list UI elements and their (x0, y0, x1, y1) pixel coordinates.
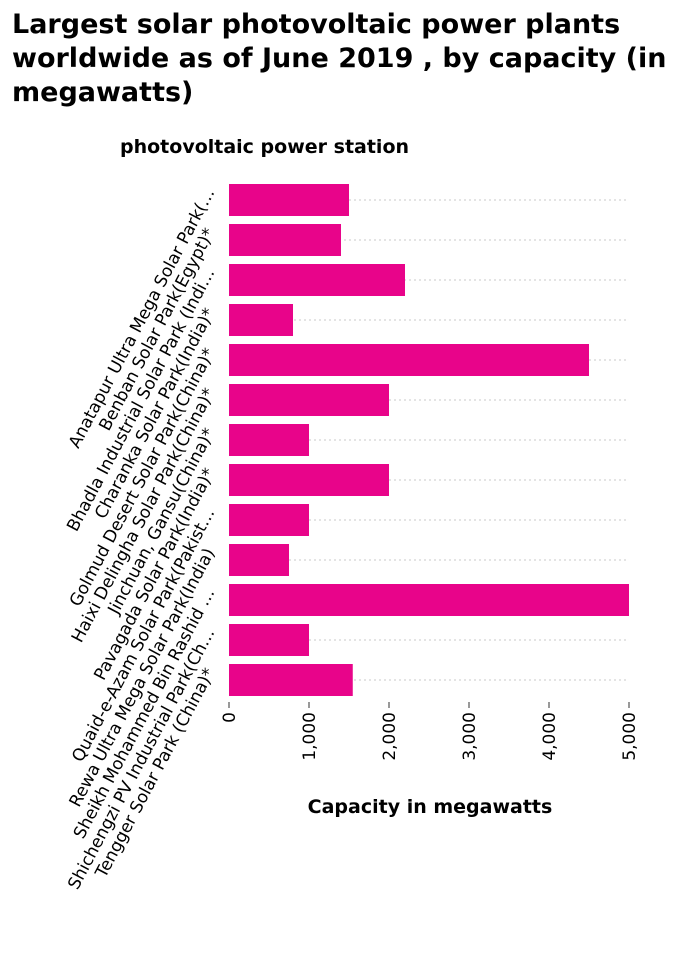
bar (229, 584, 629, 616)
bar (229, 504, 309, 536)
bar (229, 304, 293, 336)
bar (229, 224, 341, 256)
y-axis-label: photovoltaic power station (120, 136, 410, 158)
bar (229, 624, 309, 656)
x-tick-label: 1,000 (300, 712, 320, 761)
x-tick-labels: 0 1,000 2,000 3,000 4,000 5,000 (220, 702, 640, 761)
x-tick-label: 2,000 (380, 712, 400, 761)
category-labels: Anatapur Ultra Mega Solar Park(…Benban S… (63, 185, 219, 893)
bars (229, 184, 629, 696)
bar (229, 264, 405, 296)
chart-title: Largest solar photovoltaic power plants … (12, 9, 667, 108)
bar (229, 544, 289, 576)
bar (229, 464, 389, 496)
bar (229, 664, 353, 696)
bar (229, 384, 389, 416)
x-axis-label: Capacity in megawatts (307, 796, 553, 818)
bar (229, 424, 309, 456)
x-tick-label: 3,000 (460, 712, 480, 761)
bar (229, 184, 349, 216)
bar (229, 344, 589, 376)
x-tick-label: 0 (220, 712, 240, 723)
x-tick-label: 4,000 (540, 712, 560, 761)
x-tick-label: 5,000 (620, 712, 640, 761)
